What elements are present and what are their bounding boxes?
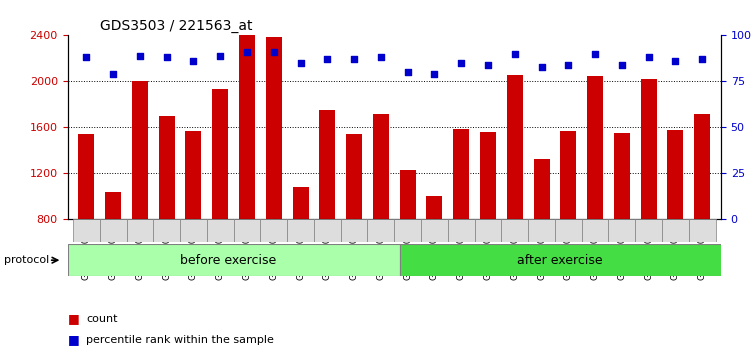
Bar xyxy=(635,219,662,242)
Bar xyxy=(367,219,394,242)
Bar xyxy=(341,219,367,242)
Point xyxy=(535,64,547,69)
Point xyxy=(428,71,440,77)
Point xyxy=(348,57,360,62)
Bar xyxy=(132,81,148,312)
Point xyxy=(294,60,306,66)
Bar xyxy=(266,36,282,312)
Text: percentile rank within the sample: percentile rank within the sample xyxy=(86,335,274,345)
Bar xyxy=(68,244,400,276)
Point xyxy=(161,55,173,60)
Bar xyxy=(587,76,603,312)
Point xyxy=(80,55,92,60)
Point xyxy=(455,60,467,66)
Bar xyxy=(319,110,336,312)
Bar xyxy=(105,192,121,312)
Bar xyxy=(287,219,314,242)
Bar xyxy=(421,219,448,242)
Point xyxy=(214,53,226,58)
Bar xyxy=(608,219,635,242)
Point xyxy=(134,53,146,58)
Bar xyxy=(153,219,180,242)
Bar xyxy=(293,187,309,312)
Bar xyxy=(213,90,228,312)
Bar xyxy=(400,244,729,276)
Bar xyxy=(480,132,496,312)
Point xyxy=(268,49,280,55)
Point xyxy=(562,62,575,68)
Bar xyxy=(641,79,656,312)
Bar xyxy=(582,219,608,242)
Point xyxy=(616,62,628,68)
Bar xyxy=(555,219,582,242)
Bar xyxy=(261,219,287,242)
Text: ■: ■ xyxy=(68,333,80,346)
Bar xyxy=(372,114,389,312)
Bar xyxy=(100,219,126,242)
Text: GDS3503 / 221563_at: GDS3503 / 221563_at xyxy=(101,19,253,33)
Point xyxy=(508,51,520,57)
Bar xyxy=(475,219,502,242)
Point xyxy=(107,71,119,77)
Bar xyxy=(694,114,710,312)
Bar xyxy=(453,129,469,312)
Point xyxy=(669,58,681,64)
Bar xyxy=(234,219,261,242)
Bar xyxy=(158,116,175,312)
Point xyxy=(321,57,333,62)
Point xyxy=(589,51,601,57)
Bar xyxy=(185,131,201,312)
Bar xyxy=(73,219,100,242)
Point xyxy=(188,58,200,64)
Bar xyxy=(400,170,416,312)
Point xyxy=(643,55,655,60)
Text: after exercise: after exercise xyxy=(517,254,603,267)
Text: ■: ■ xyxy=(68,312,80,325)
Point xyxy=(241,49,253,55)
Bar xyxy=(614,133,630,312)
Bar xyxy=(394,219,421,242)
Bar xyxy=(180,219,207,242)
Bar xyxy=(668,130,683,312)
Bar xyxy=(528,219,555,242)
Bar xyxy=(448,219,475,242)
Point xyxy=(402,69,414,75)
Point xyxy=(482,62,494,68)
Bar xyxy=(346,134,362,312)
Bar xyxy=(78,134,95,312)
Bar xyxy=(126,219,153,242)
Text: count: count xyxy=(86,314,118,324)
Bar xyxy=(507,75,523,312)
Bar xyxy=(427,196,442,312)
Text: protocol: protocol xyxy=(4,255,49,265)
Bar xyxy=(560,131,576,312)
Bar xyxy=(533,159,550,312)
Bar xyxy=(207,219,234,242)
Bar xyxy=(314,219,341,242)
Point xyxy=(696,57,708,62)
Bar xyxy=(239,35,255,312)
Bar xyxy=(502,219,528,242)
Text: before exercise: before exercise xyxy=(180,254,276,267)
Bar xyxy=(662,219,689,242)
Point xyxy=(375,55,387,60)
Bar xyxy=(689,219,716,242)
